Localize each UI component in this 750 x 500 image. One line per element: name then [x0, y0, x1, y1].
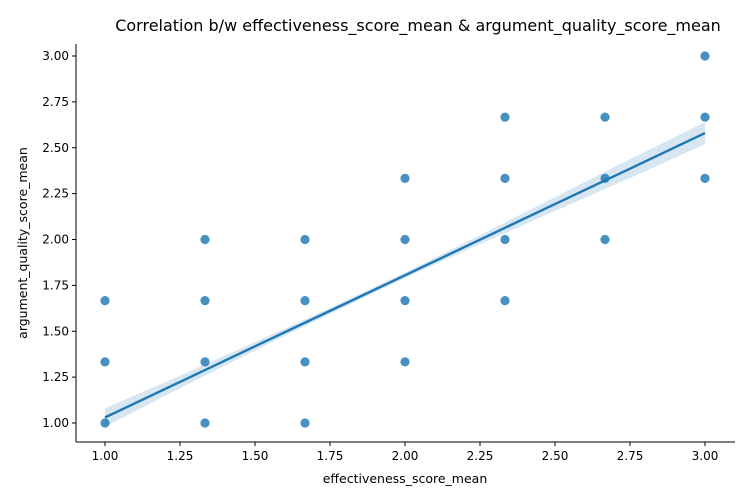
y-tick-label: 1.25: [42, 370, 69, 384]
regression-line-layer: [104, 131, 706, 419]
data-point: [700, 173, 710, 183]
y-tick-label: 3.00: [42, 49, 69, 63]
regression-line: [104, 131, 706, 419]
y-ticks: 1.00 1.25 1.50 1.75 2.00 2.25 2.50 2.75 3.00: [42, 49, 76, 430]
data-point: [200, 418, 210, 428]
data-point: [100, 296, 110, 306]
data-point: [100, 418, 110, 428]
data-point: [200, 296, 210, 306]
x-tick-label: 2.25: [467, 449, 494, 463]
y-tick-label: 2.50: [42, 141, 69, 155]
data-point: [400, 296, 410, 306]
x-tick-label: 2.50: [542, 449, 569, 463]
data-point: [600, 234, 610, 245]
y-tick-label: 2.75: [42, 95, 69, 109]
data-point: [300, 357, 310, 367]
x-tick-label: 1.00: [92, 449, 119, 463]
data-point: [400, 357, 410, 367]
data-point: [300, 234, 310, 245]
x-axis-label: effectiveness_score_mean: [323, 471, 488, 486]
data-point: [700, 112, 710, 122]
data-point: [400, 234, 410, 245]
data-point: [300, 418, 310, 428]
data-point: [500, 173, 510, 183]
y-tick-label: 2.25: [42, 187, 69, 201]
points-layer: [100, 51, 710, 428]
y-tick-label: 2.00: [42, 233, 69, 247]
data-point: [500, 234, 510, 245]
x-tick-label: 1.75: [317, 449, 344, 463]
data-point: [100, 357, 110, 367]
data-point: [700, 51, 710, 61]
data-point: [200, 234, 210, 245]
y-tick-label: 1.75: [42, 278, 69, 292]
chart-title: Correlation b/w effectiveness_score_mean…: [115, 16, 721, 36]
data-point: [500, 296, 510, 306]
x-tick-label: 1.25: [167, 449, 194, 463]
y-tick-label: 1.50: [42, 324, 69, 338]
x-tick-label: 1.50: [242, 449, 269, 463]
x-tick-label: 2.00: [392, 449, 419, 463]
x-tick-label: 3.00: [692, 449, 719, 463]
data-point: [300, 296, 310, 306]
y-axis-label: argument_quality_score_mean: [15, 147, 30, 339]
data-point: [600, 112, 610, 122]
x-ticks: 1.00 1.25 1.50 1.75 2.00 2.25 2.50 2.75 3.00: [92, 442, 719, 463]
data-point: [500, 112, 510, 122]
y-tick-label: 1.00: [42, 416, 69, 430]
data-point: [400, 173, 410, 183]
x-tick-label: 2.75: [617, 449, 644, 463]
data-point: [200, 357, 210, 367]
